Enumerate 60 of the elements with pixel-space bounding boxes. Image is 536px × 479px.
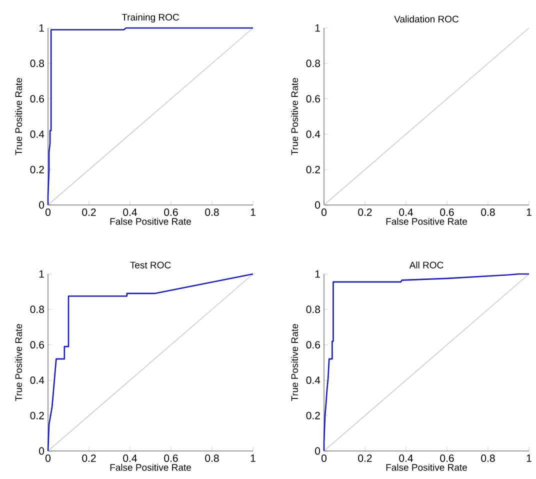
x-tick-label: 0.6	[440, 208, 454, 216]
chart-title: All ROC	[409, 261, 444, 268]
x-tick-label: 1	[250, 208, 256, 216]
x-tick-label: 0.8	[481, 208, 495, 216]
y-axis-title: True Positive Rate	[291, 78, 298, 156]
y-tick-label: 0.6	[30, 341, 44, 349]
x-tick-label: 0.4	[399, 208, 413, 216]
y-tick-label: 0	[315, 201, 320, 209]
x-tick-label: 0.8	[481, 454, 495, 462]
y-tick-label: 0.8	[30, 306, 44, 314]
y-axis-title: True Positive Rate	[15, 324, 22, 402]
y-tick-label: 1	[315, 24, 320, 32]
y-tick-label: 0.8	[306, 60, 320, 68]
y-tick-label: 0	[39, 201, 44, 209]
x-tick-label: 0.8	[205, 208, 219, 216]
x-axis-title: False Positive Rate	[386, 218, 467, 225]
y-tick-label: 0.6	[306, 95, 320, 103]
y-tick-label: 1	[39, 270, 44, 278]
y-axis-title: True Positive Rate	[15, 78, 22, 156]
y-tick-label: 0.2	[306, 166, 320, 174]
y-tick-label: 0	[315, 447, 320, 455]
y-tick-label: 0.6	[30, 95, 44, 103]
x-tick-label: 0.2	[82, 208, 96, 216]
chart-title: Test ROC	[130, 262, 171, 268]
x-tick-label: 0	[45, 454, 51, 462]
x-tick-label: 1	[526, 208, 532, 216]
x-tick-label: 0.2	[358, 208, 372, 216]
y-tick-label: 0.8	[306, 306, 320, 314]
y-tick-label: 0.6	[306, 341, 320, 349]
x-axis-title: False Positive Rate	[110, 218, 191, 225]
x-tick-label: 0.6	[164, 208, 178, 216]
y-tick-label: 0.2	[30, 166, 44, 174]
x-axis-title: False Positive Rate	[110, 464, 191, 471]
y-tick-label: 0.4	[30, 130, 44, 138]
y-tick-label: 1	[39, 24, 44, 32]
x-tick-label: 0.2	[358, 454, 372, 462]
y-tick-label: 0.4	[30, 376, 44, 384]
chart-title: Training ROC	[122, 14, 179, 22]
x-tick-label: 0.6	[164, 454, 178, 462]
y-tick-label: 0.2	[30, 412, 44, 420]
x-tick-label: 1	[250, 454, 256, 462]
x-tick-label: 0	[321, 208, 327, 216]
x-tick-label: 0	[321, 454, 327, 462]
x-tick-label: 0.4	[399, 454, 413, 462]
x-tick-label: 0.6	[440, 454, 454, 462]
y-tick-label: 0	[39, 447, 44, 455]
x-tick-label: 0.4	[123, 454, 137, 462]
x-axis-title: False Positive Rate	[386, 464, 467, 471]
y-tick-label: 0.4	[306, 130, 320, 138]
x-tick-label: 0	[45, 208, 51, 216]
x-tick-label: 0.8	[205, 454, 219, 462]
x-tick-label: 0.4	[123, 208, 137, 216]
y-tick-label: 0.2	[306, 412, 320, 420]
y-tick-label: 0.8	[30, 60, 44, 68]
x-tick-label: 0.2	[82, 454, 96, 462]
y-tick-label: 0.4	[306, 376, 320, 384]
chart-title: Validation ROC	[394, 15, 459, 22]
y-tick-label: 1	[315, 270, 320, 278]
y-axis-title: True Positive Rate	[291, 324, 298, 402]
x-tick-label: 1	[526, 454, 532, 462]
